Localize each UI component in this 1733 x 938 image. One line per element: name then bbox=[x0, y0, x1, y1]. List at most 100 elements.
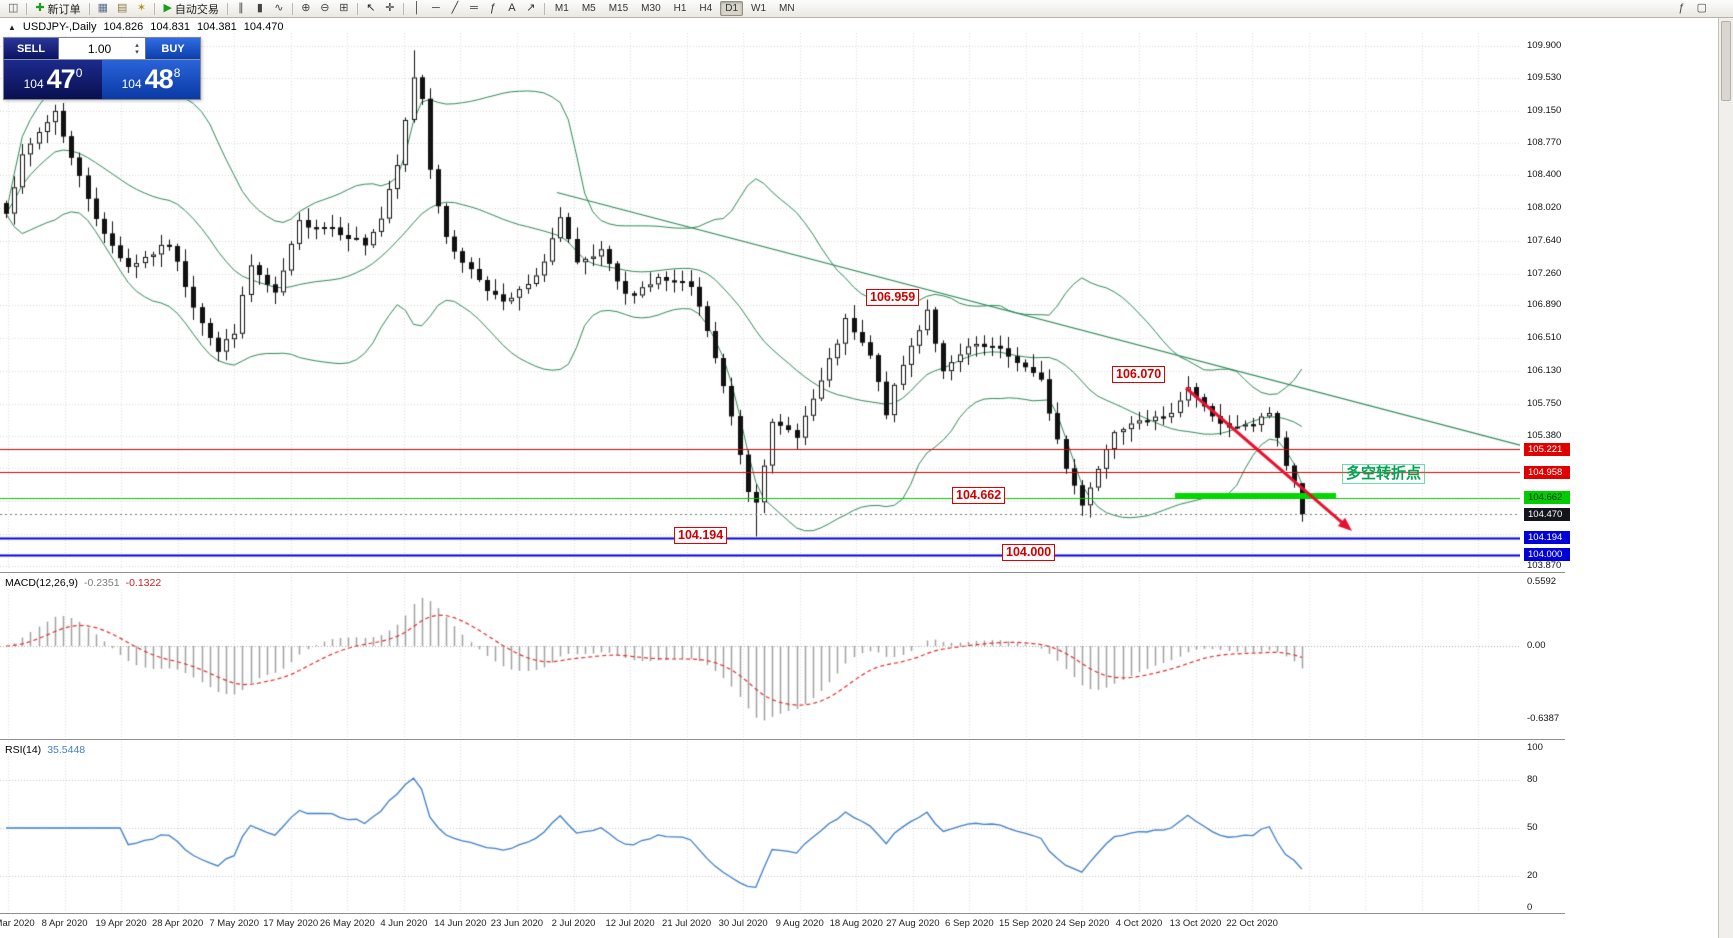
zoom-in-icon[interactable]: ⊕ bbox=[297, 1, 315, 17]
macd-axis-tick: -0.6387 bbox=[1527, 713, 1560, 725]
arrow-tool-icon-glyph: ↗ bbox=[526, 2, 536, 14]
main-toolbar: ◫ ✚ 新订单 ▦ ▤ ✶ ▶ 自动交易 ∥ ▮ ∿ ⊕ ⊖ ⊞ ↖ ✛ │ ─ ╱ ═ ƒ A ↗ M1 M5 M15 M30 H1… bbox=[0, 0, 1733, 18]
volume-up-icon[interactable]: ▴ bbox=[135, 41, 139, 49]
sell-price-display[interactable]: 104 47 0 bbox=[4, 60, 102, 99]
profile-icon[interactable]: ▤ bbox=[113, 1, 131, 17]
date-axis-label: 21 Jul 2020 bbox=[662, 918, 712, 929]
price-axis-tick: 109.900 bbox=[1527, 40, 1562, 51]
volume-stepper[interactable]: 1.00 ▴ ▾ bbox=[59, 38, 145, 59]
auto-trading-button-label: 自动交易 bbox=[174, 3, 219, 16]
date-axis-label: 8 Apr 2020 bbox=[41, 918, 88, 929]
price-axis-tick: 107.260 bbox=[1527, 267, 1562, 279]
charts-grid-icon[interactable]: ▦ bbox=[94, 1, 112, 17]
candlestick-chart-icon-glyph: ▮ bbox=[256, 2, 263, 14]
timeframe-button-mn[interactable]: MN bbox=[779, 3, 795, 14]
timeframe-button-d1[interactable]: D1 bbox=[720, 1, 744, 16]
sell-price-prefix: 104 bbox=[23, 77, 44, 91]
volume-spin[interactable]: ▴ ▾ bbox=[132, 42, 142, 56]
vertical-line-icon-glyph: │ bbox=[413, 2, 421, 14]
tile-windows-icon[interactable]: ⊞ bbox=[335, 1, 353, 17]
date-axis-label: 27 Aug 2020 bbox=[886, 918, 940, 929]
vertical-line-icon[interactable]: │ bbox=[408, 1, 426, 17]
macd-axis-tick: 0.5592 bbox=[1527, 575, 1557, 587]
window-layout-icon[interactable]: ▢ bbox=[1693, 1, 1711, 17]
low-value: 104.381 bbox=[197, 21, 237, 33]
fibonacci-icon[interactable]: ƒ bbox=[484, 1, 502, 17]
line-chart-icon[interactable]: ∿ bbox=[270, 1, 288, 17]
chart-ohlc-header: ▲ USDJPY-,Daily 104.826 104.831 104.381 … bbox=[5, 21, 287, 33]
zoom-out-icon[interactable]: ⊖ bbox=[316, 1, 334, 17]
arrow-tool-icon[interactable]: ↗ bbox=[522, 1, 540, 17]
timeframe-button-w1[interactable]: W1 bbox=[751, 3, 767, 14]
price-axis-tick: 105.750 bbox=[1527, 397, 1562, 409]
indicators-list-icon[interactable]: ƒ bbox=[1673, 1, 1691, 17]
buy-price-big: 48 bbox=[144, 64, 174, 94]
macd-indicator-canvas[interactable] bbox=[0, 574, 1520, 737]
sell-button[interactable]: SELL bbox=[4, 38, 59, 59]
auto-trading-button[interactable]: ▶ 自动交易 bbox=[159, 1, 222, 17]
date-axis-label: 30 Jul 2020 bbox=[718, 918, 768, 929]
toolbar-right-group: ƒ ▢ bbox=[1673, 1, 1711, 17]
price-axis-tick: 109.530 bbox=[1527, 71, 1562, 83]
date-axis-label: 26 May 2020 bbox=[319, 918, 375, 929]
macd-pane-separator[interactable] bbox=[0, 572, 1565, 573]
date-axis-label: 7 May 2020 bbox=[209, 918, 260, 929]
buy-price-display[interactable]: 104 48 8 bbox=[102, 60, 200, 99]
time-axis[interactable]: 30 Mar 2020 8 Apr 2020 19 Apr 2020 28 Apr 2… bbox=[0, 914, 1522, 938]
buy-button[interactable]: BUY bbox=[145, 38, 200, 59]
price-label-106959[interactable]: 106.959 bbox=[866, 289, 920, 306]
charts-grid-icon-glyph: ▦ bbox=[97, 2, 109, 14]
text-icon[interactable]: A bbox=[503, 1, 521, 17]
date-axis-label: 15 Sep 2020 bbox=[998, 918, 1053, 929]
trendline-icon[interactable]: ╱ bbox=[446, 1, 464, 17]
channel-icon[interactable]: ═ bbox=[465, 1, 483, 17]
price-label-104662[interactable]: 104.662 bbox=[952, 487, 1006, 504]
alerts-icon[interactable]: ✶ bbox=[132, 1, 150, 17]
horizontal-line-icon[interactable]: ─ bbox=[427, 1, 445, 17]
high-value: 104.831 bbox=[150, 21, 191, 33]
macd-signal-value: -0.1322 bbox=[125, 577, 162, 589]
crosshair-icon-glyph: ✛ bbox=[385, 2, 395, 14]
date-axis-label: 9 Aug 2020 bbox=[775, 918, 824, 929]
rsi-pane-separator[interactable] bbox=[0, 739, 1565, 740]
volume-down-icon[interactable]: ▾ bbox=[135, 48, 139, 56]
one-click-collapse-icon[interactable]: ▲ bbox=[8, 22, 16, 32]
one-click-trading-panel: SELL 1.00 ▴ ▾ BUY 104 47 0 104 48 8 bbox=[3, 37, 201, 100]
rsi-axis-tick: 100 bbox=[1527, 742, 1543, 753]
timeframe-button-m30[interactable]: M30 bbox=[641, 3, 661, 14]
price-label-104000[interactable]: 104.000 bbox=[1002, 544, 1056, 561]
macd-indicator-label: MACD(12,26,9) -0.2351 -0.1322 bbox=[5, 577, 162, 589]
rsi-indicator-canvas[interactable] bbox=[0, 741, 1520, 911]
volume-value[interactable]: 1.00 bbox=[87, 41, 112, 56]
rsi-axis-tick: 80 bbox=[1527, 774, 1538, 785]
price-label-106070[interactable]: 106.070 bbox=[1112, 366, 1166, 383]
vertical-scrollbar[interactable] bbox=[1718, 18, 1733, 938]
bar-chart-icon[interactable]: ∥ bbox=[232, 1, 250, 17]
timeframe-button-h1[interactable]: H1 bbox=[673, 3, 687, 14]
timeframe-button-m5[interactable]: M5 bbox=[581, 3, 596, 14]
candlestick-chart-icon[interactable]: ▮ bbox=[251, 1, 269, 17]
price-chart-canvas[interactable] bbox=[0, 33, 1520, 570]
scrollbar-thumb[interactable] bbox=[1721, 21, 1731, 101]
new-order-button[interactable]: ✚ 新订单 bbox=[31, 1, 84, 17]
rsi-axis-tick: 20 bbox=[1527, 870, 1538, 881]
toolbar-separator bbox=[154, 2, 156, 15]
timeframe-button-m15[interactable]: M15 bbox=[608, 3, 629, 14]
price-axis-tick: 108.020 bbox=[1527, 202, 1562, 214]
timeframe-button-m1[interactable]: M1 bbox=[554, 3, 569, 14]
price-axis-tick: 106.510 bbox=[1527, 332, 1562, 344]
horizontal-line-icon-glyph: ─ bbox=[432, 2, 440, 14]
price-tag-104-000: 104.000 bbox=[1524, 548, 1570, 562]
timeframe-button-h4[interactable]: H4 bbox=[699, 3, 713, 14]
close-value: 104.470 bbox=[243, 21, 284, 33]
price-label-104194[interactable]: 104.194 bbox=[674, 527, 728, 544]
crosshair-icon[interactable]: ✛ bbox=[381, 1, 399, 17]
turning-point-label[interactable]: 多空转折点 bbox=[1342, 464, 1426, 484]
price-axis[interactable]: 109.900 109.530 109.150 108.770 108.400 108.0… bbox=[1522, 0, 1592, 938]
rsi-axis-tick: 50 bbox=[1527, 822, 1538, 833]
chart-window-icon[interactable]: ◫ bbox=[4, 1, 22, 17]
toolbar-separator bbox=[291, 2, 293, 15]
cursor-icon[interactable]: ↖ bbox=[362, 1, 380, 17]
